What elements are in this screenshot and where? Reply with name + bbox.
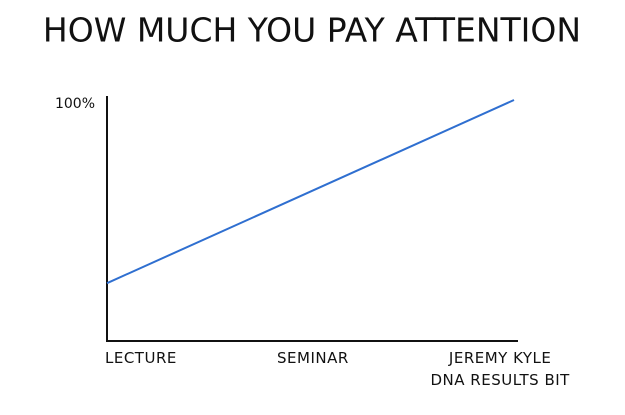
chart-title: HOW MUCH YOU PAY ATTENTION (43, 11, 581, 50)
line (106, 99, 515, 285)
x-tick-label: SEMINAR (277, 349, 349, 367)
x-tick-label: JEREMY KYLE DNA RESULTS BIT (430, 349, 570, 389)
x-tick-label: LECTURE (105, 349, 177, 367)
y-tick-label: 100% (55, 96, 95, 112)
